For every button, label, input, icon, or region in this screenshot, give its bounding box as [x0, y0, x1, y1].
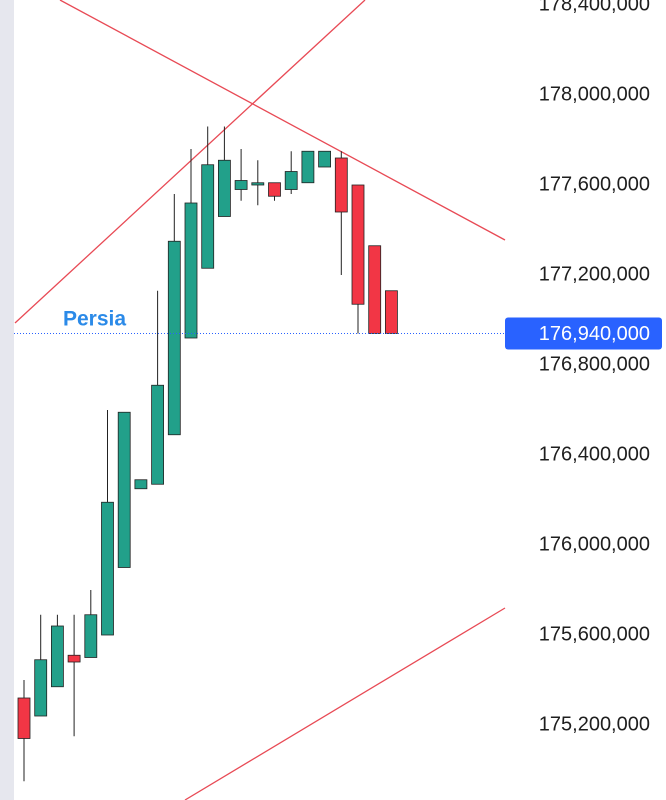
y-tick-label: 178,400,000 — [539, 0, 650, 15]
y-tick-label: 176,400,000 — [539, 443, 650, 465]
trend-line — [59, 0, 506, 241]
candle-body — [351, 184, 365, 305]
trend-line — [184, 607, 506, 800]
candle-body — [234, 180, 248, 190]
y-tick-label: 178,000,000 — [539, 83, 650, 105]
y-tick-label: 176,000,000 — [539, 533, 650, 555]
candle-body — [51, 625, 64, 688]
trend-line — [14, 0, 366, 324]
price-box — [505, 317, 662, 350]
y-tick-label: 175,600,000 — [539, 623, 650, 645]
candle-body — [251, 182, 265, 186]
candle-body — [167, 240, 181, 436]
candle-body — [134, 479, 148, 490]
candle-body — [301, 150, 315, 184]
candle-body — [34, 659, 48, 717]
y-tick-label: 176,800,000 — [539, 353, 650, 375]
candle-body — [217, 159, 231, 217]
y-tick-label: 177,200,000 — [539, 263, 650, 285]
candle-body — [368, 245, 382, 334]
candle-body — [334, 157, 348, 213]
annotation: Persia — [63, 308, 126, 331]
candle-body — [384, 290, 398, 334]
candle-body — [67, 654, 81, 663]
candle-body — [17, 697, 31, 739]
candle-body — [117, 411, 131, 568]
candle-body — [284, 171, 298, 190]
candle-body — [318, 150, 332, 168]
candle-body — [84, 614, 98, 658]
y-tick-label: 177,600,000 — [539, 173, 650, 195]
y-tick-label: 175,200,000 — [539, 713, 650, 735]
price-label: 176,940,000 — [539, 323, 650, 345]
candle-body — [101, 501, 114, 636]
candle-body — [151, 384, 165, 485]
left-edge — [0, 0, 14, 800]
candle-body — [268, 182, 281, 197]
candle-body — [201, 164, 215, 269]
candle-body — [184, 202, 198, 339]
